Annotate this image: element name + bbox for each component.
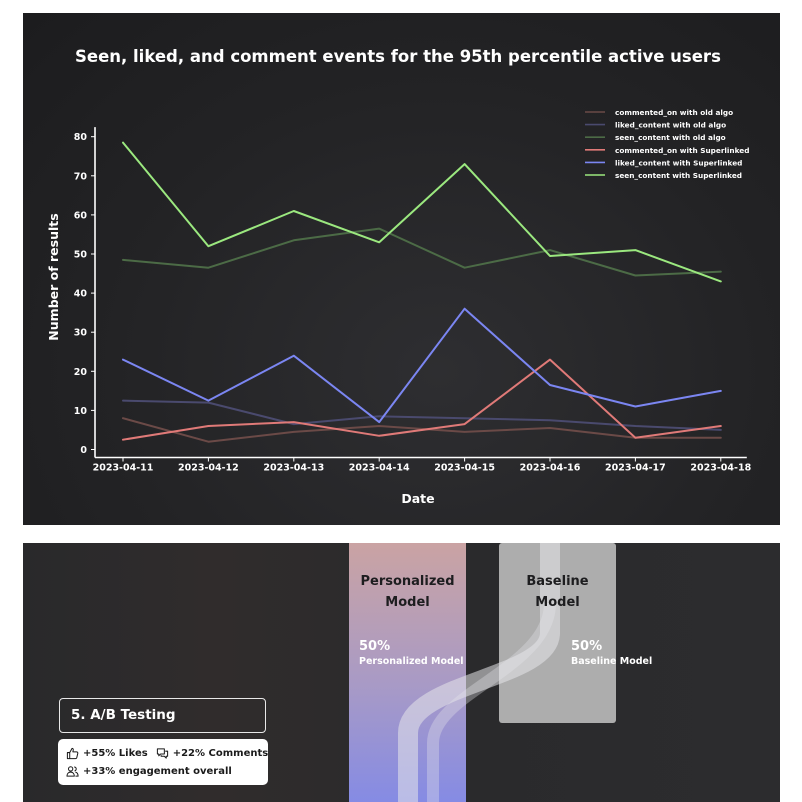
y-tick-label: 70 [74, 171, 88, 182]
legend-label: liked_content with old algo [615, 121, 726, 130]
likes-metric: +55% Likes [66, 747, 148, 760]
section-title: 5. A/B Testing [71, 707, 176, 723]
legend-label: seen_content with Superlinked [615, 171, 742, 180]
y-tick-label: 50 [74, 250, 88, 261]
personalized-model-label: Personalized Model [349, 571, 466, 613]
x-tick-label: 2023-04-14 [349, 463, 410, 474]
y-tick-label: 10 [74, 406, 88, 417]
y-axis-title: Number of results [46, 213, 61, 340]
traffic-split-flow [398, 543, 560, 802]
y-tick-label: 60 [74, 210, 88, 221]
metrics-card: +55% Likes +22% Comments +33% engagement… [58, 739, 268, 785]
baseline-model-label: Baseline Model [499, 571, 616, 613]
chart-panel: 0 10 20 30 40 50 60 70 80 2023-04-11 2023-04-12 202… [23, 13, 780, 525]
comments-icon [156, 747, 168, 759]
personalized-title-line1: Personalized [360, 574, 455, 589]
baseline-percent: 50% [571, 639, 603, 654]
x-tick-label: 2023-04-13 [263, 463, 324, 474]
chart-title: Seen, liked, and comment events for the … [75, 47, 721, 66]
y-tick-label: 30 [74, 328, 88, 339]
y-tick-label: 40 [74, 289, 88, 300]
y-tick-label: 80 [74, 132, 88, 143]
x-tick-label: 2023-04-16 [520, 463, 581, 474]
x-tick-label: 2023-04-12 [178, 463, 239, 474]
comments-metric: +22% Comments [156, 747, 268, 760]
series-line [122, 141, 722, 283]
baseline-share: 50% Baseline Model [571, 638, 652, 668]
series-line [122, 307, 722, 424]
series-line [122, 358, 722, 441]
comments-metric-text: +22% Comments [172, 747, 269, 759]
x-tick-label: 2023-04-15 [434, 463, 495, 474]
x-tick-label: 2023-04-18 [690, 463, 751, 474]
engagement-metric: +33% engagement overall [66, 765, 232, 778]
personalized-caption: Personalized Model [359, 656, 464, 667]
legend-label: seen_content with old algo [615, 133, 726, 142]
series-line [122, 227, 722, 277]
x-tick-label: 2023-04-11 [93, 463, 154, 474]
likes-metric-text: +55% Likes [83, 747, 148, 759]
baseline-caption: Baseline Model [571, 656, 653, 667]
baseline-title-line2: Model [535, 595, 580, 610]
legend-label: commented_on with old algo [615, 108, 733, 117]
thumbs-up-icon [66, 747, 79, 759]
section-title-box: 5. A/B Testing [59, 698, 266, 733]
line-chart: 0 10 20 30 40 50 60 70 80 2023-04-11 2023-04-12 202… [46, 108, 752, 506]
baseline-title-line1: Baseline [526, 574, 589, 589]
personalized-title-line2: Model [385, 595, 430, 610]
traffic-split-flow-inner [427, 602, 556, 802]
ab-testing-panel: Personalized Model Baseline Model 50% Pe… [23, 543, 780, 802]
ab-flow-diagram [349, 543, 616, 802]
y-tick-label: 0 [80, 445, 87, 456]
personalized-share: 50% Personalized Model [359, 638, 464, 668]
legend-label: commented_on with Superlinked [615, 146, 749, 155]
x-tick-label: 2023-04-17 [605, 463, 666, 474]
metrics-row-1: +55% Likes +22% Comments [66, 744, 268, 762]
users-icon [66, 765, 79, 777]
personalized-percent: 50% [359, 639, 391, 654]
x-axis-title: Date [401, 491, 434, 506]
metrics-row-2: +33% engagement overall [66, 762, 260, 780]
legend-label: liked_content with Superlinked [615, 158, 742, 167]
y-tick-label: 20 [74, 367, 88, 378]
engagement-metric-text: +33% engagement overall [83, 765, 232, 777]
